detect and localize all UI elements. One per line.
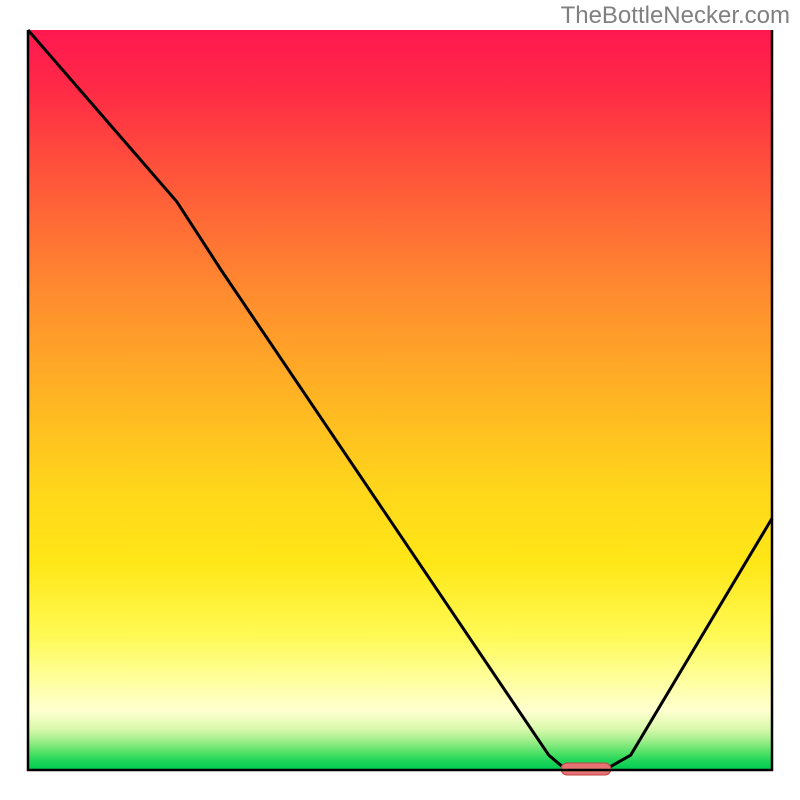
bottleneck-chart: TheBottleNecker.com <box>0 0 800 800</box>
watermark-text: TheBottleNecker.com <box>561 2 790 30</box>
chart-svg <box>0 0 800 800</box>
gradient-background <box>28 30 772 770</box>
